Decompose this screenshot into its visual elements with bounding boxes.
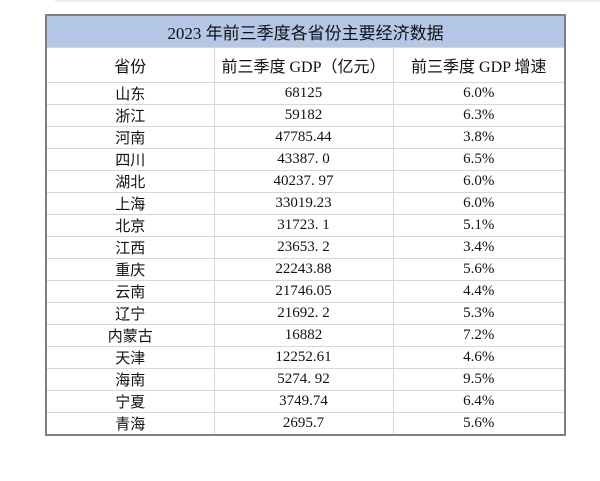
- gdp-cell: 23653. 2: [213, 235, 394, 259]
- growth-rate-cell: 6.4%: [392, 389, 566, 413]
- table-row: 河南 47785.44 3.8%: [45, 125, 566, 149]
- province-cell: 辽宁: [45, 301, 215, 325]
- gdp-cell: 3749.74: [213, 389, 394, 413]
- growth-rate-cell: 7.2%: [392, 323, 566, 347]
- table-row: 云南 21746.05 4.4%: [45, 279, 566, 303]
- gdp-cell: 5274. 92: [213, 367, 394, 391]
- growth-rate-cell: 9.5%: [392, 367, 566, 391]
- table-header-row: 省份 前三季度 GDP（亿元） 前三季度 GDP 增速: [45, 46, 566, 83]
- gdp-cell: 59182: [213, 103, 394, 127]
- growth-rate-cell: 6.3%: [392, 103, 566, 127]
- growth-rate-cell: 6.0%: [392, 81, 566, 105]
- table-row: 浙江 59182 6.3%: [45, 103, 566, 127]
- table-row: 上海 33019.23 6.0%: [45, 191, 566, 215]
- table-title-row: 2023 年前三季度各省份主要经济数据: [45, 14, 566, 48]
- growth-rate-cell: 6.5%: [392, 147, 566, 171]
- table-body: 山东 68125 6.0% 浙江 59182 6.3% 河南 47785.44 3.8% 四川 43…: [45, 81, 566, 435]
- table-row: 湖北 40237. 97 6.0%: [45, 169, 566, 193]
- growth-rate-cell: 3.4%: [392, 235, 566, 259]
- province-cell: 四川: [45, 147, 215, 171]
- province-cell: 天津: [45, 345, 215, 369]
- gdp-cell: 21746.05: [213, 279, 394, 303]
- growth-rate-cell: 4.6%: [392, 345, 566, 369]
- growth-rate-cell: 5.1%: [392, 213, 566, 237]
- table-row: 青海 2695.7 5.6%: [45, 411, 566, 435]
- column-header-growth: 前三季度 GDP 增速: [392, 46, 566, 83]
- growth-rate-cell: 5.3%: [392, 301, 566, 325]
- province-cell: 湖北: [45, 169, 215, 193]
- province-cell: 上海: [45, 191, 215, 215]
- gdp-cell: 31723. 1: [213, 213, 394, 237]
- province-cell: 重庆: [45, 257, 215, 281]
- province-cell: 宁夏: [45, 389, 215, 413]
- gdp-cell: 12252.61: [213, 345, 394, 369]
- gdp-cell: 40237. 97: [213, 169, 394, 193]
- gdp-cell: 2695.7: [213, 411, 394, 435]
- table-row: 北京 31723. 1 5.1%: [45, 213, 566, 237]
- table-title: 2023 年前三季度各省份主要经济数据: [45, 14, 566, 48]
- province-cell: 青海: [45, 411, 215, 435]
- gdp-cell: 43387. 0: [213, 147, 394, 171]
- table-row: 四川 43387. 0 6.5%: [45, 147, 566, 171]
- gdp-cell: 16882: [213, 323, 394, 347]
- table-row: 辽宁 21692. 2 5.3%: [45, 301, 566, 325]
- table-row: 宁夏 3749.74 6.4%: [45, 389, 566, 413]
- table-row: 山东 68125 6.0%: [45, 81, 566, 105]
- top-edge-artifact: [55, 0, 600, 2]
- growth-rate-cell: 3.8%: [392, 125, 566, 149]
- gdp-cell: 33019.23: [213, 191, 394, 215]
- table-row: 江西 23653. 2 3.4%: [45, 235, 566, 259]
- growth-rate-cell: 5.6%: [392, 411, 566, 435]
- province-cell: 山东: [45, 81, 215, 105]
- province-cell: 海南: [45, 367, 215, 391]
- table-row: 天津 12252.61 4.6%: [45, 345, 566, 369]
- gdp-cell: 68125: [213, 81, 394, 105]
- province-cell: 江西: [45, 235, 215, 259]
- province-cell: 北京: [45, 213, 215, 237]
- province-cell: 内蒙古: [45, 323, 215, 347]
- growth-rate-cell: 4.4%: [392, 279, 566, 303]
- growth-rate-cell: 6.0%: [392, 169, 566, 193]
- column-header-gdp: 前三季度 GDP（亿元）: [213, 46, 394, 83]
- gdp-cell: 21692. 2: [213, 301, 394, 325]
- table-row: 重庆 22243.88 5.6%: [45, 257, 566, 281]
- gdp-cell: 22243.88: [213, 257, 394, 281]
- table-row: 海南 5274. 92 9.5%: [45, 367, 566, 391]
- province-cell: 云南: [45, 279, 215, 303]
- column-header-province: 省份: [45, 46, 215, 83]
- province-cell: 浙江: [45, 103, 215, 127]
- growth-rate-cell: 6.0%: [392, 191, 566, 215]
- growth-rate-cell: 5.6%: [392, 257, 566, 281]
- gdp-cell: 47785.44: [213, 125, 394, 149]
- table-row: 内蒙古 16882 7.2%: [45, 323, 566, 347]
- province-cell: 河南: [45, 125, 215, 149]
- province-economy-table: 2023 年前三季度各省份主要经济数据 省份 前三季度 GDP（亿元） 前三季度 G…: [45, 14, 566, 436]
